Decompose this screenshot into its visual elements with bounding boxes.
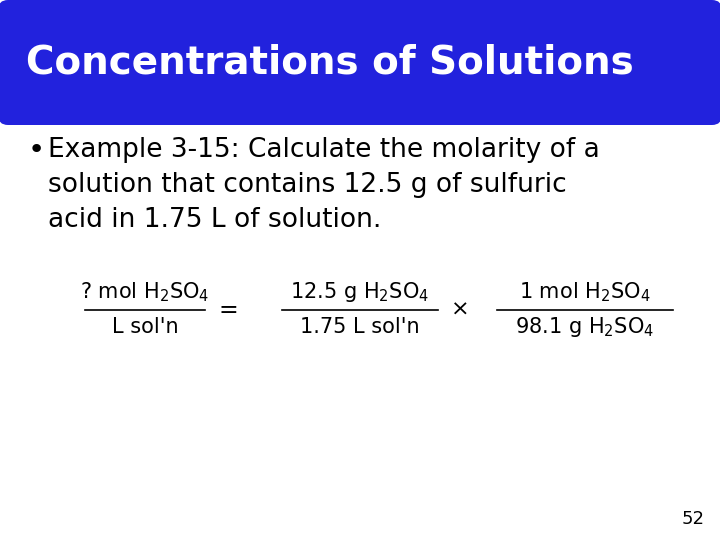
Text: Example 3-15: Calculate the molarity of a: Example 3-15: Calculate the molarity of … (48, 137, 600, 163)
Text: ×: × (451, 300, 469, 320)
Text: 1 mol H$_2$SO$_4$: 1 mol H$_2$SO$_4$ (519, 280, 651, 304)
Text: solution that contains 12.5 g of sulfuric: solution that contains 12.5 g of sulfuri… (48, 172, 567, 198)
Text: Concentrations of Solutions: Concentrations of Solutions (26, 44, 634, 82)
Text: 98.1 g H$_2$SO$_4$: 98.1 g H$_2$SO$_4$ (516, 315, 654, 339)
FancyBboxPatch shape (0, 0, 720, 125)
Text: •: • (28, 136, 45, 164)
Text: acid in 1.75 L of solution.: acid in 1.75 L of solution. (48, 207, 382, 233)
Text: 12.5 g H$_2$SO$_4$: 12.5 g H$_2$SO$_4$ (290, 280, 430, 304)
Text: =: = (218, 298, 238, 322)
Text: 52: 52 (682, 510, 705, 528)
Text: L sol'n: L sol'n (112, 317, 179, 337)
Text: ? mol H$_2$SO$_4$: ? mol H$_2$SO$_4$ (81, 280, 210, 304)
Text: 1.75 L sol'n: 1.75 L sol'n (300, 317, 420, 337)
